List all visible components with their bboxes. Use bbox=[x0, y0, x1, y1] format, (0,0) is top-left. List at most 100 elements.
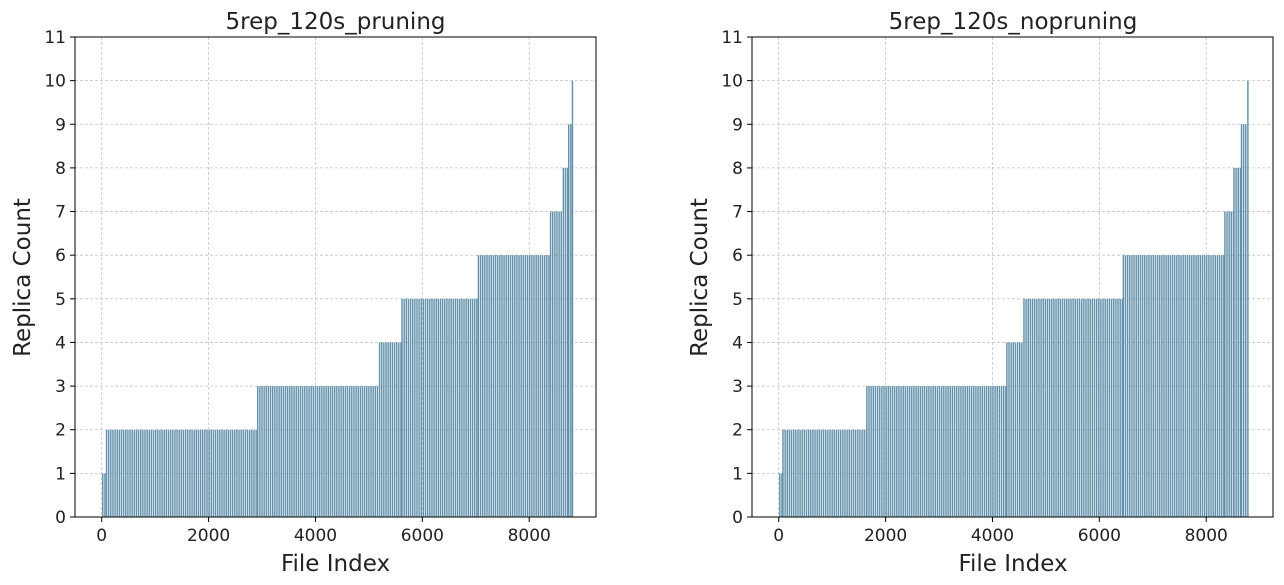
bar bbox=[383, 342, 385, 517]
bar bbox=[546, 255, 548, 517]
bar bbox=[1110, 298, 1113, 517]
bar bbox=[251, 429, 253, 517]
bar bbox=[184, 429, 187, 517]
bar bbox=[212, 429, 215, 517]
bar bbox=[501, 255, 503, 517]
bar bbox=[314, 386, 317, 517]
bar bbox=[837, 429, 840, 517]
bar bbox=[1095, 298, 1098, 517]
bar bbox=[391, 342, 394, 517]
plot-frame bbox=[74, 36, 597, 518]
bar bbox=[979, 386, 981, 517]
bar bbox=[816, 429, 818, 517]
x-axis-label: File Index bbox=[281, 551, 390, 577]
bar bbox=[953, 386, 956, 517]
bar bbox=[378, 342, 381, 517]
bar bbox=[178, 429, 180, 517]
bar bbox=[868, 386, 870, 517]
bar bbox=[902, 386, 904, 517]
bar bbox=[1093, 298, 1096, 517]
bar bbox=[359, 386, 362, 517]
bar bbox=[1139, 255, 1142, 517]
bar bbox=[1247, 80, 1249, 517]
bar bbox=[366, 386, 368, 517]
bar bbox=[477, 255, 480, 517]
bar bbox=[463, 298, 465, 517]
bar bbox=[1137, 255, 1140, 517]
y-tick-label: 6 bbox=[732, 246, 743, 266]
bar bbox=[1191, 255, 1193, 517]
bar bbox=[526, 255, 529, 517]
bar bbox=[176, 429, 178, 517]
bar bbox=[977, 386, 979, 517]
bar bbox=[829, 429, 831, 517]
bar bbox=[543, 255, 546, 517]
bar bbox=[437, 298, 440, 517]
bar bbox=[863, 429, 865, 517]
bar bbox=[142, 429, 144, 517]
bar bbox=[539, 255, 542, 517]
bar bbox=[1239, 167, 1242, 517]
bar bbox=[844, 429, 846, 517]
bar bbox=[919, 386, 922, 517]
bar bbox=[839, 429, 842, 517]
bar bbox=[857, 429, 859, 517]
bar bbox=[911, 386, 913, 517]
bar bbox=[473, 298, 476, 517]
bar bbox=[374, 386, 377, 517]
bar bbox=[962, 386, 964, 517]
bar bbox=[983, 386, 986, 517]
bar bbox=[195, 429, 198, 517]
bar bbox=[1070, 298, 1072, 517]
bar bbox=[355, 386, 357, 517]
bar bbox=[514, 255, 516, 517]
bar bbox=[908, 386, 911, 517]
x-tick-label: 6000 bbox=[401, 526, 444, 546]
bar bbox=[1014, 342, 1017, 517]
bar bbox=[987, 386, 990, 517]
bar bbox=[1188, 255, 1191, 517]
bar bbox=[469, 298, 472, 517]
bar bbox=[271, 386, 274, 517]
bar bbox=[1051, 298, 1053, 517]
bar bbox=[265, 386, 268, 517]
x-tick-label: 4000 bbox=[294, 526, 337, 546]
bar bbox=[870, 386, 872, 517]
bar bbox=[446, 298, 448, 517]
bar bbox=[236, 429, 238, 517]
bar bbox=[1126, 255, 1129, 517]
bar bbox=[1176, 255, 1178, 517]
bar bbox=[1080, 298, 1083, 517]
bar bbox=[456, 298, 459, 517]
bar bbox=[1141, 255, 1144, 517]
bar bbox=[1078, 298, 1081, 517]
bar bbox=[810, 429, 812, 517]
bar bbox=[891, 386, 894, 517]
bar bbox=[148, 429, 150, 517]
x-tick-label: 6000 bbox=[1078, 526, 1121, 546]
bar bbox=[990, 386, 992, 517]
bar bbox=[854, 429, 857, 517]
bar bbox=[872, 386, 875, 517]
bar bbox=[570, 124, 572, 518]
bar bbox=[1098, 298, 1100, 517]
bar bbox=[1012, 342, 1015, 517]
bar bbox=[242, 429, 245, 517]
bar bbox=[261, 386, 263, 517]
ticks: 0 2000 4000 6000 8000 0 1 2 3 4 5 6 7 8 9 10 11 bbox=[721, 28, 1227, 546]
bar bbox=[928, 386, 930, 517]
bar bbox=[227, 429, 230, 517]
bar bbox=[361, 386, 364, 517]
bar bbox=[105, 429, 108, 517]
bar bbox=[1133, 255, 1135, 517]
bar bbox=[896, 386, 898, 517]
bar bbox=[499, 255, 501, 517]
bar bbox=[246, 429, 249, 517]
bar bbox=[1076, 298, 1079, 517]
bar bbox=[219, 429, 221, 517]
y-tick-label: 3 bbox=[732, 377, 743, 397]
x-tick-label: 0 bbox=[96, 526, 107, 546]
bar bbox=[1122, 255, 1125, 517]
bar bbox=[1031, 298, 1034, 517]
bar bbox=[955, 386, 958, 517]
